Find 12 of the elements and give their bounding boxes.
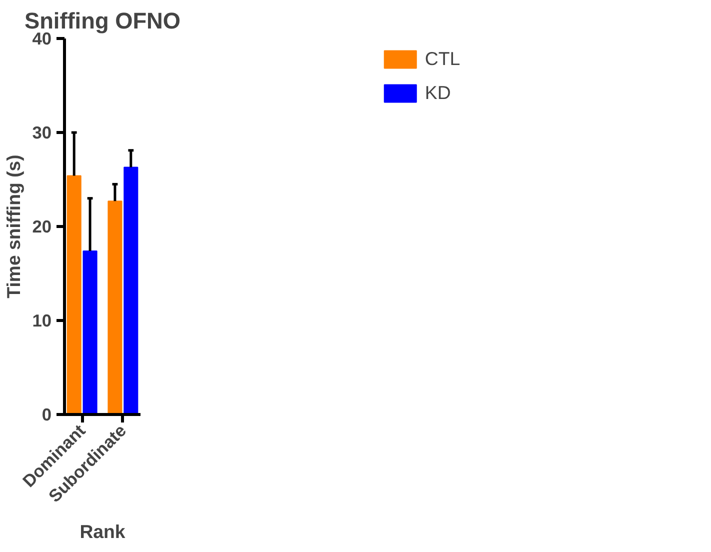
y-tick-label: 30 (32, 122, 52, 142)
bar (108, 200, 122, 414)
legend-label: KD (424, 82, 451, 104)
x-axis-title: Rank (80, 521, 126, 542)
bar (82, 250, 98, 414)
y-tick-label: 20 (32, 216, 52, 236)
y-axis-title: Time sniffing (s) (3, 154, 24, 298)
y-tick-label: 10 (32, 310, 52, 330)
bar (124, 166, 138, 414)
legend-label: CTL (424, 48, 460, 70)
y-tick-label: 0 (42, 404, 52, 424)
bar (66, 175, 82, 414)
